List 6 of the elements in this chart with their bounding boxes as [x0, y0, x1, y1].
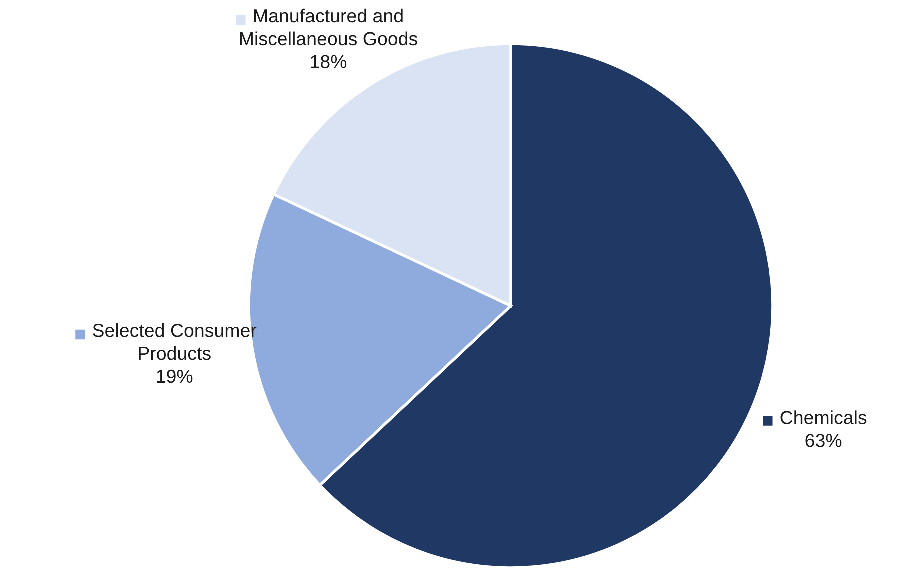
- data-label: 63%: [806, 434, 842, 448]
- legend-label: Manufactured and Miscellaneous Goods: [240, 8, 418, 46]
- legend-label: Selected Consumer Products: [93, 324, 257, 360]
- legend-label: Chemicals: [780, 410, 867, 424]
- data-label: 19%: [157, 370, 193, 384]
- data-label: 18%: [311, 55, 347, 68]
